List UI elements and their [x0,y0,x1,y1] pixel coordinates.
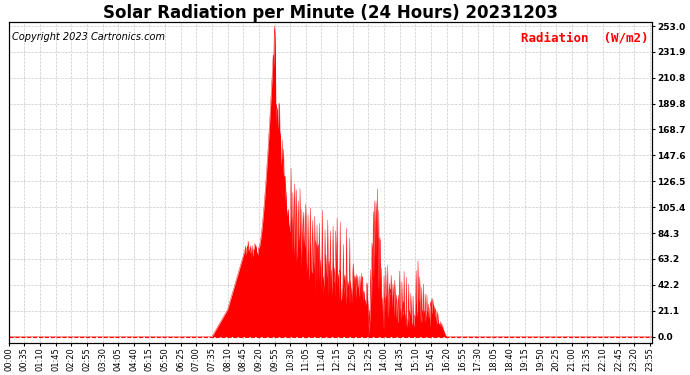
Text: Copyright 2023 Cartronics.com: Copyright 2023 Cartronics.com [12,32,165,42]
Text: Radiation  (W/m2): Radiation (W/m2) [521,32,649,45]
Title: Solar Radiation per Minute (24 Hours) 20231203: Solar Radiation per Minute (24 Hours) 20… [103,4,558,22]
